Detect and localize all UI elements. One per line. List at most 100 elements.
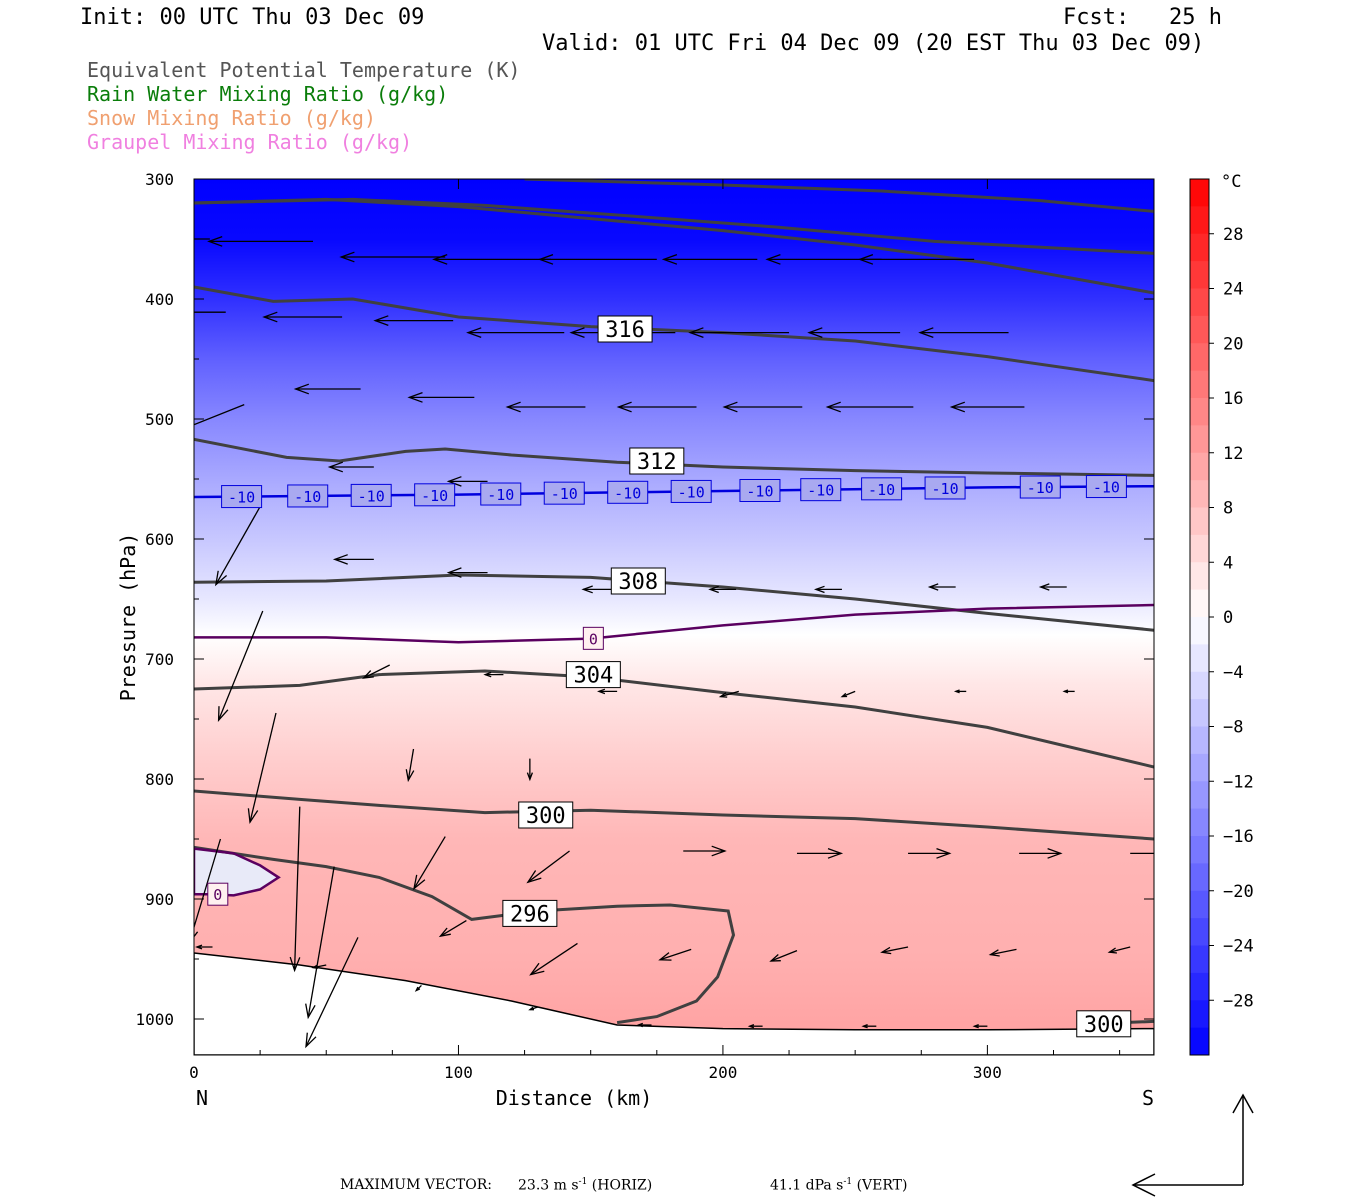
- y-tick-label: 800: [145, 770, 174, 789]
- colorbar-segment: [1190, 315, 1209, 344]
- south-end-label: S: [1142, 1086, 1154, 1110]
- temperature-field: [194, 179, 1154, 1055]
- colorbar-segment: [1190, 671, 1209, 700]
- wind-vector: [293, 383, 361, 395]
- colorbar-segment: [1190, 398, 1209, 426]
- wind-vector: [708, 585, 737, 594]
- wind-vector: [857, 253, 975, 265]
- wind-vector: [207, 235, 314, 247]
- isotherm-label-box: [607, 480, 649, 504]
- wind-vector: [972, 1023, 988, 1029]
- colorbar-segment: [1190, 699, 1209, 727]
- wind-vector: [1062, 689, 1075, 694]
- wind-vector: [311, 964, 327, 969]
- wind-vector: [537, 253, 657, 265]
- wind-vector: [528, 1006, 539, 1011]
- wind-vector: [466, 327, 565, 339]
- colorbar-segment: [1190, 617, 1209, 645]
- colorbar-tick-label: 28: [1223, 225, 1243, 245]
- colorbar-segment: [1190, 480, 1209, 508]
- isotherm-0: [194, 603, 1154, 644]
- wind-vector: [688, 327, 790, 339]
- wind-vector: [616, 401, 697, 413]
- colorbar-tick-label: −20: [1223, 882, 1254, 902]
- x-axis-label: Distance (km): [496, 1086, 653, 1110]
- wind-vector: [813, 585, 842, 594]
- wind-vector: [1107, 946, 1131, 954]
- colorbar-segment: [1190, 179, 1209, 207]
- wind-vector: [825, 401, 914, 413]
- colorbar-segment: [1190, 507, 1209, 536]
- isotherm-label: -10: [746, 482, 773, 500]
- wind-vector: [446, 476, 488, 487]
- title-snow: Snow Mixing Ratio (g/kg): [87, 106, 376, 130]
- colorbar-segment: [1190, 1027, 1209, 1056]
- isotherm-label: 0: [589, 630, 598, 648]
- colorbar-tick-label: −4: [1223, 663, 1243, 683]
- isotherm-label-box: [924, 476, 966, 500]
- wind-vector: [1130, 852, 1154, 855]
- title-graupel: Graupel Mixing Ratio (g/kg): [87, 130, 413, 154]
- colorbar-unit: °C: [1221, 172, 1241, 192]
- wind-vector: [636, 1022, 652, 1028]
- colorbar-segment: [1190, 288, 1209, 317]
- wind-vector: [747, 1023, 763, 1029]
- isotherm-label: -10: [1093, 479, 1120, 497]
- wind-vector: [414, 984, 422, 992]
- x-tick-label: 300: [973, 1063, 1002, 1082]
- isotherm-label: -10: [487, 486, 514, 504]
- isotherm-label-box: [861, 477, 903, 501]
- max-vector-label: MAXIMUM VECTOR:: [340, 1177, 492, 1193]
- y-tick-label: 700: [145, 650, 174, 669]
- theta-e-contour: [194, 285, 1154, 383]
- wind-vector: [432, 253, 552, 265]
- wind-vector: [526, 850, 570, 884]
- colorbar-tick-label: 12: [1223, 444, 1243, 464]
- colorbar-segment: [1190, 261, 1209, 289]
- isotherm-0: [194, 847, 281, 897]
- wind-vector: [908, 847, 952, 859]
- isotherm-label-box: [350, 483, 392, 507]
- theta-e-label-box: [1076, 1010, 1132, 1038]
- x-tick-label: 200: [708, 1063, 737, 1082]
- wind-vector: [332, 554, 374, 565]
- isotherm-label-box: [207, 882, 229, 906]
- colorbar-tick-label: 16: [1223, 389, 1243, 409]
- theta-e-label: 296: [510, 902, 550, 927]
- wind-vector: [953, 689, 967, 694]
- theta-e-label-box: [629, 447, 685, 475]
- wind-vector: [327, 461, 374, 473]
- isotherm-label: -10: [1027, 479, 1054, 497]
- wind-vector: [195, 944, 213, 950]
- wind-vector: [807, 327, 901, 339]
- theta-e-label: 316: [605, 318, 645, 343]
- wind-vector: [413, 836, 446, 891]
- theta-e-label-box: [518, 801, 574, 829]
- isotherm-label: -10: [868, 481, 895, 499]
- max-vector-vert: 41.1 dPa s-1 (VERT): [770, 1177, 908, 1194]
- wind-vector: [529, 942, 578, 976]
- isotherm-label-box: [1085, 475, 1127, 499]
- isotherm-label-box: [221, 485, 263, 509]
- isotherm-label: -10: [358, 487, 385, 505]
- y-tick-label: 1000: [135, 1010, 174, 1029]
- isotherm-label-box: [414, 483, 456, 507]
- theta-e-contour: [194, 197, 1154, 255]
- colorbar-segment: [1190, 890, 1209, 919]
- wind-vector: [217, 610, 264, 722]
- wind-vector: [840, 690, 856, 698]
- theta-e-contour: [524, 179, 1154, 213]
- colorbar-tick-label: −28: [1223, 991, 1254, 1011]
- wind-vector: [796, 847, 844, 859]
- colorbar-segment: [1190, 562, 1209, 591]
- theta-e-label: 304: [573, 664, 613, 689]
- colorbar-tick-label: 0: [1223, 608, 1233, 628]
- colorbar-tick-label: −16: [1223, 827, 1254, 847]
- colorbar-tick-label: 8: [1223, 499, 1233, 519]
- wind-vector: [483, 671, 504, 678]
- wind-vector: [988, 948, 1017, 957]
- wind-vector: [305, 937, 359, 1049]
- title-theta-e: Equivalent Potential Temperature (K): [87, 58, 521, 82]
- max-vector-horiz: 23.3 m s-1 (HORIZ): [518, 1177, 653, 1194]
- colorbar-segment: [1190, 425, 1209, 454]
